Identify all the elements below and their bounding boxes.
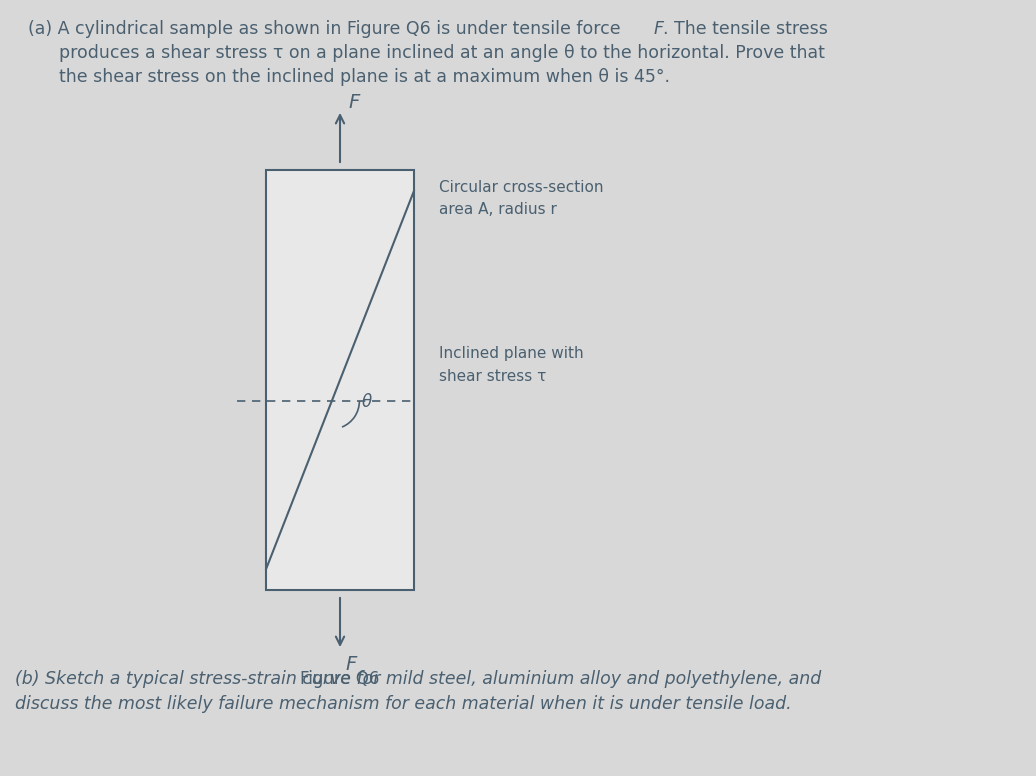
- Text: Inclined plane with
shear stress τ: Inclined plane with shear stress τ: [438, 346, 583, 383]
- Text: produces a shear stress τ on a plane inclined at an angle θ to the horizontal. P: produces a shear stress τ on a plane inc…: [59, 44, 825, 62]
- Text: $\theta$: $\theta$: [362, 393, 373, 411]
- Text: the shear stress on the inclined plane is at a maximum when θ is 45°.: the shear stress on the inclined plane i…: [59, 68, 670, 86]
- Text: $F$: $F$: [348, 93, 362, 112]
- Text: . The tensile stress: . The tensile stress: [663, 20, 828, 38]
- Bar: [266, 170, 414, 590]
- Text: Circular cross-section
area A, radius r: Circular cross-section area A, radius r: [438, 180, 603, 217]
- Text: F: F: [654, 20, 663, 38]
- Text: (b) Sketch a typical stress-strain curve for mild steel, aluminium alloy and pol: (b) Sketch a typical stress-strain curve…: [15, 670, 822, 713]
- Text: Figure Q6: Figure Q6: [300, 670, 380, 688]
- Text: $F$: $F$: [345, 655, 358, 674]
- Text: (a) A cylindrical sample as shown in Figure Q6 is under tensile force: (a) A cylindrical sample as shown in Fig…: [28, 20, 626, 38]
